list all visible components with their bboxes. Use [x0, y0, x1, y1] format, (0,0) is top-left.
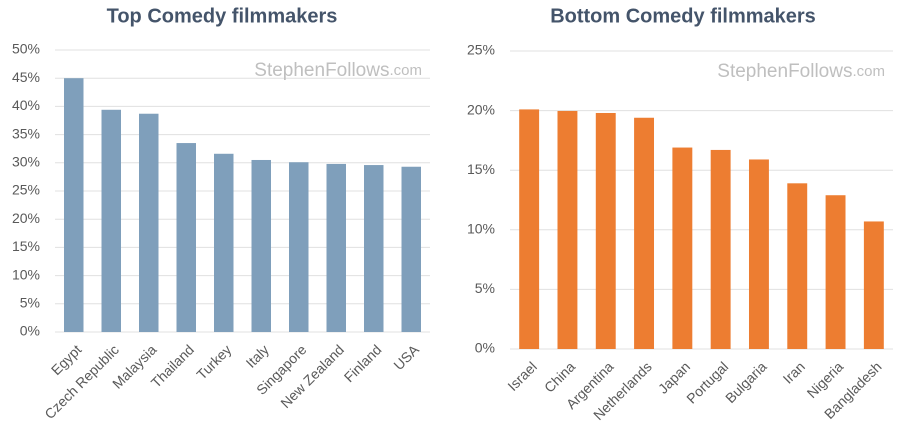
chart-title: Bottom Comedy filmmakers	[550, 5, 816, 27]
y-tick-label: 15%	[12, 238, 40, 254]
watermark: StephenFollows.com	[717, 61, 885, 82]
bar	[748, 159, 769, 349]
y-tick-label: 0%	[475, 340, 495, 356]
y-tick-label: 5%	[475, 280, 495, 296]
y-tick-label: 40%	[12, 97, 40, 113]
bar	[401, 166, 421, 332]
x-tick-label: Finland	[341, 341, 385, 385]
bar	[139, 113, 159, 333]
bar	[672, 147, 693, 349]
bar	[557, 110, 578, 349]
chart-title: Top Comedy filmmakers	[107, 5, 338, 27]
y-tick-label: 15%	[467, 161, 495, 177]
bar	[787, 183, 808, 349]
watermark-name: StephenFollows	[254, 60, 389, 81]
y-tick-label: 0%	[20, 323, 40, 339]
x-tick-label: Iran	[780, 358, 808, 386]
watermark-domain: .com	[389, 62, 422, 79]
bar	[863, 221, 884, 349]
x-tick-label: Bulgaria	[722, 358, 770, 406]
y-tick-label: 10%	[467, 221, 495, 237]
bar	[710, 149, 731, 349]
watermark-name: StephenFollows	[717, 61, 852, 82]
bar	[101, 109, 121, 332]
bar	[825, 195, 846, 349]
bar	[519, 109, 540, 350]
y-tick-label: 50%	[12, 41, 40, 57]
y-tick-label: 10%	[12, 266, 40, 282]
x-tick-label: Italy	[243, 341, 272, 370]
y-tick-label: 20%	[467, 101, 495, 117]
x-tick-label: Israel	[504, 358, 540, 394]
bar	[289, 162, 309, 332]
watermark-domain: .com	[852, 63, 885, 80]
bar	[176, 143, 196, 332]
x-tick-label: Turkey	[193, 341, 234, 382]
y-tick-label: 30%	[12, 154, 40, 170]
bar	[364, 165, 384, 332]
watermark: StephenFollows.com	[254, 60, 422, 81]
y-tick-label: 35%	[12, 125, 40, 141]
bar	[634, 117, 655, 349]
bar	[326, 163, 346, 332]
y-tick-label: 20%	[12, 210, 40, 226]
y-tick-label: 25%	[12, 182, 40, 198]
bar	[214, 153, 234, 332]
bar	[64, 78, 84, 332]
x-tick-label: USA	[390, 341, 422, 373]
y-tick-label: 45%	[12, 69, 40, 85]
x-tick-label: Portugal	[683, 358, 731, 406]
bar	[595, 112, 616, 349]
y-tick-label: 25%	[467, 42, 495, 58]
y-tick-label: 5%	[20, 295, 40, 311]
bar	[251, 159, 271, 332]
